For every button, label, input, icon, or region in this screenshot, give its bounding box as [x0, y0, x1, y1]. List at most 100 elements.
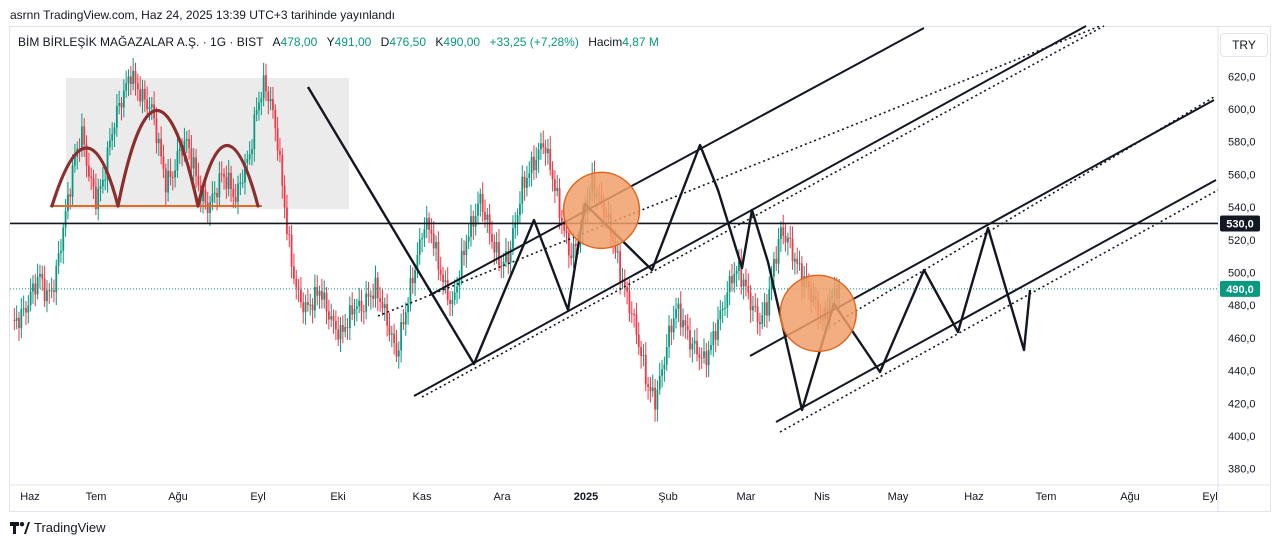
candle-body	[633, 313, 636, 315]
currency-button[interactable]: TRY	[1220, 33, 1268, 57]
candle-body	[449, 299, 451, 304]
highlight-circle	[562, 171, 641, 250]
candle-body	[735, 270, 738, 274]
candle-body	[258, 102, 260, 111]
candle-body	[423, 229, 426, 239]
candle-body	[295, 278, 298, 288]
candle-body	[775, 258, 778, 264]
candle-body	[679, 303, 682, 328]
change-value: +33,25 (+7,28%)	[489, 35, 579, 49]
candle-body	[689, 330, 691, 350]
tradingview-logo-icon	[10, 521, 30, 534]
candle-body	[509, 248, 512, 263]
candle-body	[281, 154, 284, 186]
candle-body	[432, 233, 435, 249]
candle-body	[761, 315, 764, 325]
x-tick-label: Tem	[86, 491, 107, 503]
candle-body	[682, 320, 684, 328]
candle-body	[551, 169, 554, 180]
candle-body	[533, 156, 535, 171]
candle-body	[122, 90, 125, 108]
candle-body	[752, 306, 754, 311]
candle-body	[782, 227, 785, 236]
candle-body	[223, 173, 225, 177]
candle-body	[202, 189, 204, 202]
x-tick-label: Ağu	[1120, 491, 1140, 503]
candle-body	[542, 143, 545, 148]
high-value: 491,00	[334, 35, 372, 49]
candle-body	[237, 183, 239, 202]
y-tick-label: 520,0	[1228, 235, 1256, 247]
x-tick-label: Mar	[737, 491, 756, 503]
right-shoulder-arch	[196, 143, 260, 208]
tradingview-brand[interactable]: TradingView	[10, 520, 106, 535]
candle-body	[55, 265, 58, 293]
candle-body	[456, 286, 458, 293]
low-value: 476,50	[389, 35, 427, 49]
candle-body	[663, 364, 666, 370]
candle-body	[691, 343, 694, 350]
candle-body	[684, 320, 687, 326]
candle-body	[470, 216, 472, 237]
candle-body	[362, 311, 365, 313]
candle-body	[749, 292, 752, 311]
pattern-range-box	[66, 78, 349, 209]
candle-body	[437, 241, 440, 270]
candle-body	[365, 293, 368, 312]
candle-body	[763, 302, 766, 316]
candle-body	[267, 91, 270, 102]
y-tick-label: 560,0	[1228, 169, 1256, 181]
candle-body	[183, 140, 186, 156]
candle-body	[125, 83, 128, 91]
candle-body	[647, 384, 649, 387]
close-value: 490,00	[443, 35, 481, 49]
candle-body	[379, 298, 382, 302]
candle-body	[665, 347, 668, 365]
candle-body	[754, 306, 757, 308]
candle-body	[710, 345, 712, 350]
candle-body	[190, 148, 193, 169]
candle-body	[672, 318, 675, 333]
candle-body	[738, 261, 740, 271]
channel2-upper-dotted	[833, 96, 1215, 325]
candle-body	[574, 243, 577, 246]
publish-note: asrnn TradingView.com, Haz 24, 2025 13:3…	[10, 8, 396, 22]
candle-body	[46, 290, 48, 302]
candle-body	[381, 301, 384, 309]
x-tick-label: Ağu	[168, 491, 188, 503]
brand-label: TradingView	[34, 520, 106, 535]
volume-value: 4,87 M	[622, 35, 659, 49]
candle-body	[777, 239, 780, 264]
symbol-name[interactable]: BİM BİRLEŞİK MAĞAZALAR A.Ş. · 1G · BIST	[18, 35, 264, 49]
symbol-legend: BİM BİRLEŞİK MAĞAZALAR A.Ş. · 1G · BIST …	[18, 35, 659, 49]
candle-body	[239, 182, 242, 184]
candle-body	[311, 304, 314, 311]
candle-body	[635, 314, 638, 335]
candle-body	[721, 308, 724, 311]
candle-body	[784, 235, 787, 243]
candle-body	[318, 290, 321, 296]
candle-body	[656, 389, 659, 410]
y-tick-label: 400,0	[1228, 431, 1256, 443]
candle-body	[728, 276, 731, 293]
candle-body	[658, 375, 661, 390]
candle-body	[244, 162, 246, 183]
x-tick-label: Şub	[658, 491, 678, 503]
candle-body	[516, 215, 519, 223]
candle-body	[521, 176, 524, 204]
candle-body	[472, 216, 475, 227]
candle-body	[134, 70, 137, 84]
candle-body	[404, 312, 407, 325]
candle-body	[661, 369, 663, 376]
candle-body	[766, 302, 768, 316]
candle-body	[309, 304, 312, 306]
candle-body	[442, 274, 444, 283]
candle-body	[435, 241, 437, 249]
candle-body	[274, 110, 277, 129]
candle-body	[670, 325, 673, 333]
candle-body	[18, 317, 20, 328]
candle-body	[195, 157, 197, 176]
candle-body	[637, 334, 640, 348]
candle-body	[143, 88, 146, 100]
